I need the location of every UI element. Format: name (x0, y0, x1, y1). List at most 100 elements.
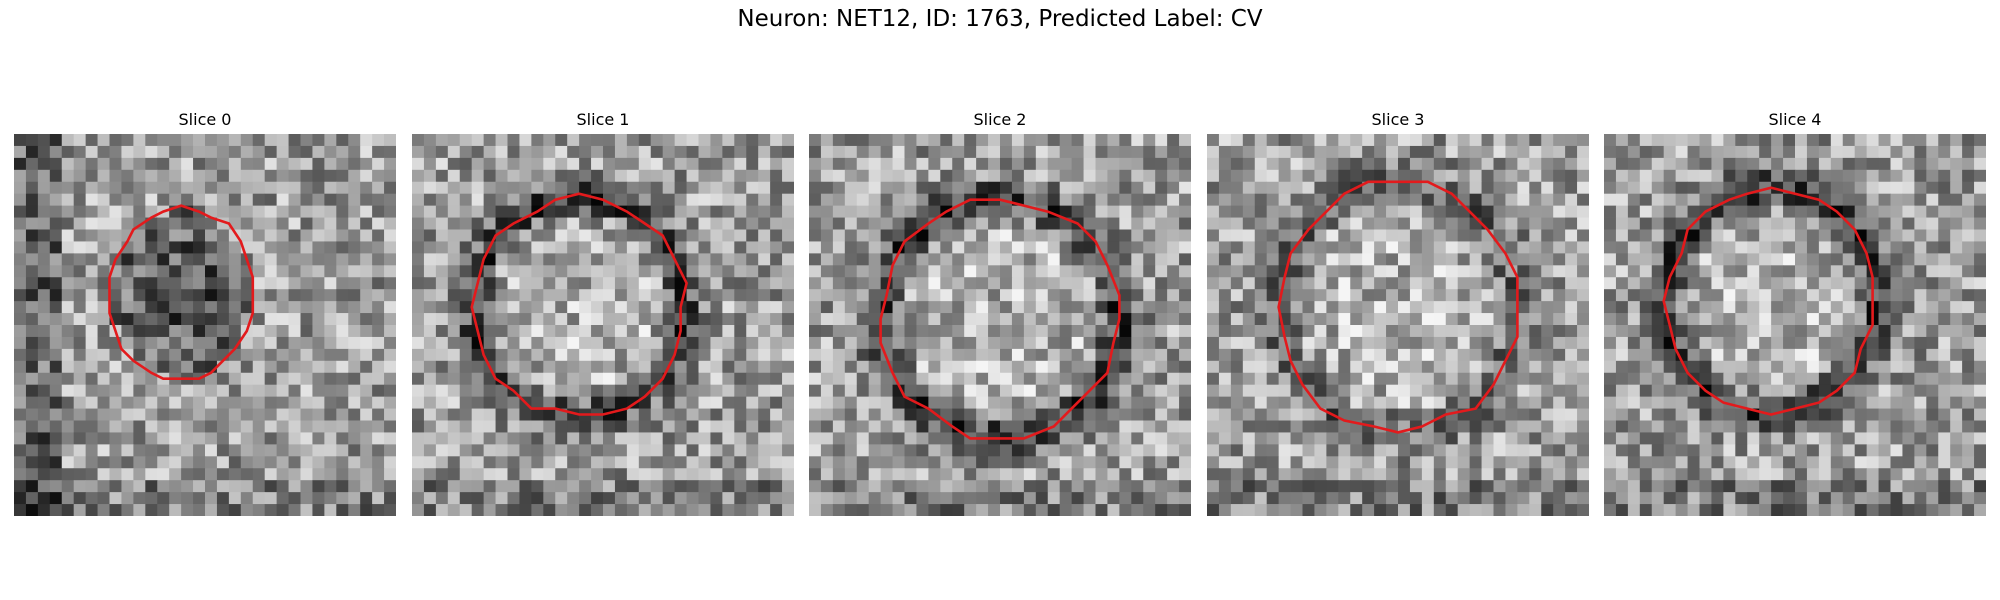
pixel (228, 265, 242, 278)
pixel (832, 169, 846, 183)
pixel (1059, 229, 1073, 242)
pixel (228, 253, 242, 266)
pixel (1950, 336, 1963, 350)
pixel (372, 325, 385, 338)
pixel (1639, 289, 1653, 302)
pixel (1071, 360, 1084, 374)
pixel (1362, 145, 1375, 159)
pixel (1493, 193, 1506, 207)
pixel (1651, 325, 1665, 338)
pixel (1615, 205, 1629, 218)
pixel (1314, 360, 1327, 374)
pixel (880, 420, 893, 433)
pixel (904, 432, 917, 445)
pixel (770, 504, 783, 516)
pixel (360, 480, 373, 493)
pixel (25, 265, 39, 278)
pixel (1759, 456, 1772, 469)
pixel (519, 157, 532, 171)
pixel (1687, 348, 1700, 362)
pixel (722, 145, 735, 159)
pixel (216, 134, 230, 147)
pixel (1890, 432, 1903, 445)
pixel (276, 145, 289, 159)
pixel (1278, 217, 1291, 230)
pixel (1350, 301, 1363, 314)
pixel (1806, 265, 1820, 278)
pixel (1604, 193, 1617, 207)
pixel (228, 384, 242, 398)
pixel (1083, 145, 1096, 159)
pixel (85, 408, 98, 421)
pixel (662, 289, 676, 302)
pixel (1505, 205, 1518, 218)
pixel (264, 217, 278, 230)
pixel (1167, 157, 1180, 171)
pixel (603, 265, 616, 278)
pixel (300, 157, 313, 171)
pixel (1000, 313, 1013, 326)
pixel (1218, 217, 1232, 230)
pixel (1000, 492, 1013, 505)
pixel (264, 396, 278, 409)
pixel (1230, 157, 1244, 171)
pixel (507, 253, 520, 266)
pixel (1663, 444, 1677, 457)
pixel (543, 241, 556, 254)
pixel (252, 205, 266, 218)
pixel (37, 504, 51, 516)
pixel (1374, 432, 1387, 445)
pixel (1254, 480, 1268, 493)
pixel (1926, 205, 1939, 218)
pixel (37, 169, 51, 183)
pixel (37, 217, 51, 230)
pixel (121, 384, 134, 398)
pixel (638, 289, 652, 302)
pixel (543, 205, 556, 218)
pixel (1842, 408, 1856, 421)
pixel (1023, 193, 1037, 207)
pixel (1469, 432, 1482, 445)
pixel (782, 444, 794, 457)
pixel (1230, 336, 1244, 350)
pixel (1011, 241, 1025, 254)
pixel (1639, 360, 1653, 374)
pixel (348, 181, 361, 195)
pixel (1795, 229, 1808, 242)
pixel (1083, 193, 1096, 207)
pixel (1218, 492, 1232, 505)
pixel (109, 420, 122, 433)
pixel (133, 408, 146, 421)
pixel (157, 480, 170, 493)
pixel (423, 492, 437, 505)
pixel (567, 360, 580, 374)
pixel (1926, 348, 1939, 362)
pixel (37, 134, 51, 147)
pixel (1926, 360, 1939, 374)
pixel (423, 241, 437, 254)
pixel (145, 277, 158, 290)
pixel (758, 348, 771, 362)
pixel (1723, 408, 1736, 421)
pixel (133, 289, 146, 302)
pixel (360, 504, 373, 516)
pixel (555, 336, 568, 350)
pixel (638, 265, 652, 278)
pixel (423, 325, 437, 338)
pixel (133, 265, 146, 278)
pixel (348, 504, 361, 516)
pixel (1095, 480, 1108, 493)
pixel (423, 253, 437, 266)
pixel (73, 408, 87, 421)
pixel (809, 372, 822, 386)
pixel (1155, 301, 1168, 314)
pixel (1338, 289, 1351, 302)
pixel (1675, 145, 1688, 159)
pixel (25, 456, 39, 469)
pixel (1517, 313, 1530, 326)
pixel (97, 408, 110, 421)
pixel (1266, 432, 1280, 445)
pixel (1350, 384, 1363, 398)
pixel (722, 480, 735, 493)
pixel (1771, 193, 1784, 207)
